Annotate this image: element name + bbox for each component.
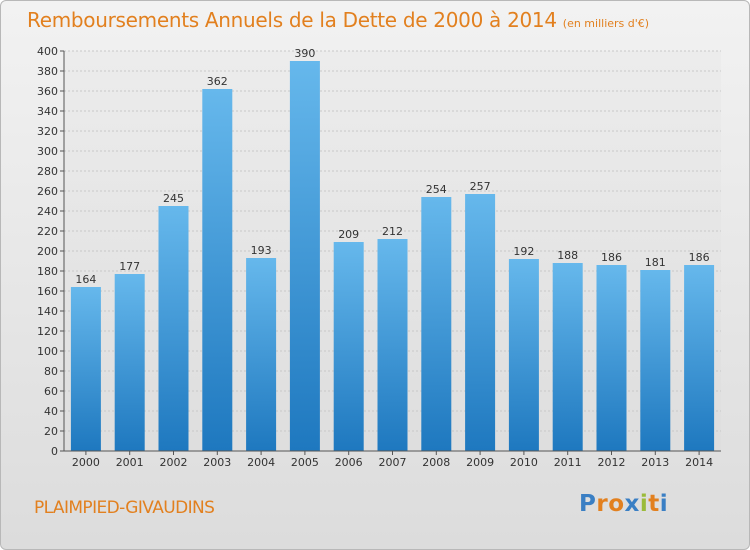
value-label-2008: 254: [426, 183, 447, 196]
x-tick-label-2004: 2004: [247, 456, 275, 469]
value-label-2006: 209: [338, 228, 359, 241]
x-tick-label-2001: 2001: [116, 456, 144, 469]
bar-chart: 164 177 245 362 193 390 209 212 254 257 192 188 186 1…: [37, 45, 721, 469]
value-label-2003: 362: [207, 75, 228, 88]
bar-2007: [377, 239, 408, 451]
y-tick-label: 120: [37, 325, 58, 338]
x-tick-label-2013: 2013: [641, 456, 669, 469]
chart-subtitle: (en milliers d'€): [562, 17, 650, 30]
value-label-2001: 177: [119, 260, 140, 273]
x-tick-label-2009: 2009: [466, 456, 494, 469]
logo-letter: P: [579, 491, 597, 517]
logo-letter: i: [639, 491, 649, 517]
value-label-2012: 186: [601, 251, 622, 264]
y-tick-label: 340: [37, 105, 58, 118]
value-label-2007: 212: [382, 225, 403, 238]
y-tick-label: 260: [37, 185, 58, 198]
value-label-2002: 245: [163, 192, 184, 205]
bar-2014: [684, 265, 715, 451]
value-label-2000: 164: [75, 273, 96, 286]
bar-2012: [596, 265, 627, 451]
value-label-2013: 181: [645, 256, 666, 269]
proxiti-logo: Proxiti: [579, 491, 668, 517]
x-tick-label-2002: 2002: [160, 456, 188, 469]
x-tick-label-2014: 2014: [685, 456, 713, 469]
y-tick-label: 300: [37, 145, 58, 158]
x-tick-label-2005: 2005: [291, 456, 319, 469]
bar-2010: [508, 259, 539, 451]
y-tick-label: 360: [37, 85, 58, 98]
y-tick-label: 180: [37, 265, 58, 278]
bar-2002: [158, 206, 189, 451]
value-label-2014: 186: [689, 251, 710, 264]
x-tick-label-2012: 2012: [598, 456, 626, 469]
logo-letter: t: [648, 491, 660, 517]
bar-2013: [640, 270, 671, 451]
x-tick-label-2008: 2008: [422, 456, 450, 469]
bar-2000: [70, 287, 101, 451]
x-tick-label-2003: 2003: [203, 456, 231, 469]
y-tick-label: 60: [44, 385, 58, 398]
logo-letter: x: [624, 491, 640, 517]
logo-letter: r: [596, 491, 609, 517]
y-tick-label: 80: [44, 365, 58, 378]
bar-2005: [289, 61, 320, 451]
bar-2001: [114, 274, 145, 451]
bar-2006: [333, 242, 364, 451]
y-tick-label: 400: [37, 45, 58, 58]
bar-2008: [421, 197, 452, 451]
logo-letter: o: [608, 491, 625, 517]
axes: 0 20 40 60 80 100 120 140 160 180 200 220 240 260 280 3…: [37, 45, 721, 469]
x-tick-label-2000: 2000: [72, 456, 100, 469]
y-tick-label: 40: [44, 405, 58, 418]
y-tick-label: 240: [37, 205, 58, 218]
bar-2003: [202, 89, 233, 451]
x-tick-label-2011: 2011: [554, 456, 582, 469]
value-label-2009: 257: [470, 180, 491, 193]
x-tick-label-2010: 2010: [510, 456, 538, 469]
y-tick-label: 280: [37, 165, 58, 178]
y-tick-label: 0: [51, 445, 58, 458]
y-tick-label: 320: [37, 125, 58, 138]
chart-title: Remboursements Annuels de la Dette de 20…: [27, 8, 650, 32]
bar-2009: [465, 194, 496, 451]
y-tick-label: 140: [37, 305, 58, 318]
y-tick-label: 20: [44, 425, 58, 438]
y-tick-label: 220: [37, 225, 58, 238]
value-label-2011: 188: [557, 249, 578, 262]
x-tick-label-2006: 2006: [335, 456, 363, 469]
value-label-2004: 193: [251, 244, 272, 257]
y-tick-label: 200: [37, 245, 58, 258]
bar-2004: [246, 258, 277, 451]
commune-name: PLAIMPIED-GIVAUDINS: [34, 498, 215, 518]
logo-letter: i: [659, 491, 669, 517]
x-tick-label-2007: 2007: [379, 456, 407, 469]
bar-2011: [552, 263, 583, 451]
bars: 164 177 245 362 193 390 209 212 254 257 192 188 186 1…: [70, 47, 715, 451]
value-label-2010: 192: [513, 245, 534, 258]
y-tick-label: 380: [37, 65, 58, 78]
y-tick-label: 160: [37, 285, 58, 298]
y-tick-label: 100: [37, 345, 58, 358]
value-label-2005: 390: [294, 47, 315, 60]
